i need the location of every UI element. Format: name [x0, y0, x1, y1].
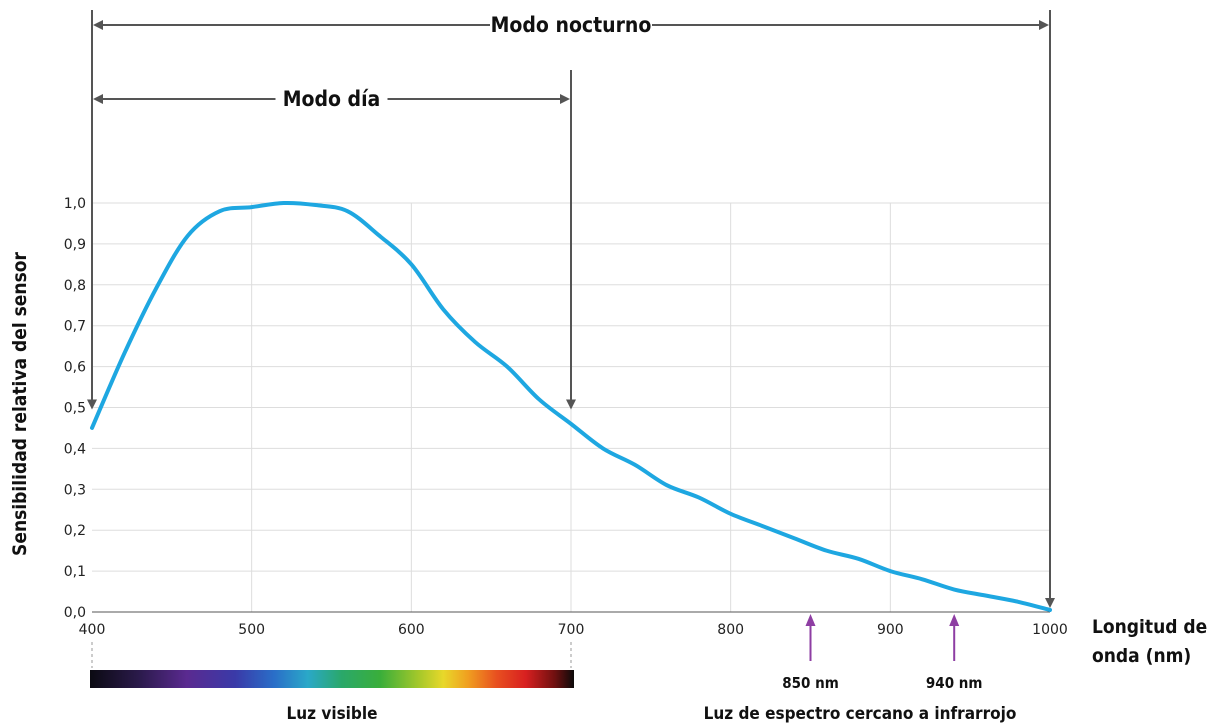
- x-tick-label: 800: [717, 622, 744, 638]
- y-tick-label: 0,9: [64, 237, 86, 253]
- x-axis-label: onda (nm): [1092, 645, 1191, 667]
- y-tick-label: 0,8: [64, 278, 86, 294]
- x-tick-label: 900: [877, 622, 904, 638]
- mode-arrow-head: [560, 94, 570, 104]
- marker-arrow-head: [805, 614, 816, 626]
- y-axis-label: Sensibilidad relativa del sensor: [9, 252, 31, 556]
- x-tick-labels: 400 500 600 700 800 900 1000: [79, 622, 1068, 638]
- y-tick-label: 1,0: [64, 196, 86, 212]
- boundary-arrow-head: [1045, 598, 1055, 608]
- y-tick-label: 0,2: [64, 523, 86, 539]
- series-line: [90, 200, 1052, 612]
- y-tick-label: 0,3: [64, 482, 86, 498]
- y-tick-labels: 0,0 0,1 0,2 0,3 0,4 0,5 0,6 0,7 0,8 0,9 1,0: [64, 196, 86, 621]
- y-tick-label: 0,4: [64, 441, 86, 457]
- mode-arrow-head: [93, 94, 103, 104]
- y-tick-label: 0,6: [64, 360, 86, 376]
- axis-labels: Luz de espectro cercano a infrarrojo Long…: [9, 252, 1207, 724]
- marker-label: 940 nm: [926, 674, 983, 692]
- ir-light-label: Luz de espectro cercano a infrarrojo: [704, 704, 1017, 724]
- x-tick-label: 700: [558, 622, 585, 638]
- x-tick-label: 600: [398, 622, 425, 638]
- marker-label: 850 nm: [782, 674, 839, 692]
- mode-arrow-head: [93, 20, 103, 30]
- wavelength-markers: 850 nm 940 nm: [782, 614, 982, 692]
- spectrum-rect: [90, 670, 574, 688]
- boundary-arrow-head: [87, 399, 97, 410]
- series-lines: [90, 200, 1052, 612]
- x-axis-label: Longitud de: [1092, 616, 1207, 638]
- y-tick-label: 0,1: [64, 564, 86, 580]
- mode-label: Modo día: [283, 87, 381, 111]
- marker-arrow-head: [949, 614, 960, 626]
- y-tick-label: 0,5: [64, 401, 86, 417]
- mode-arrow-head: [1039, 20, 1049, 30]
- y-tick-label: 0,0: [64, 605, 86, 621]
- x-tick-label: 500: [238, 622, 265, 638]
- mode-arrows: Modo nocturno Modo día: [87, 10, 1055, 608]
- visible-spectrum-bar: Luz visible: [90, 670, 574, 724]
- x-tick-label: 400: [79, 622, 106, 638]
- y-tick-label: 0,7: [64, 319, 86, 335]
- mode-label: Modo nocturno: [491, 13, 652, 37]
- visible-light-label: Luz visible: [287, 704, 378, 724]
- boundary-arrow-head: [566, 399, 576, 410]
- x-tick-label: 1000: [1032, 622, 1068, 638]
